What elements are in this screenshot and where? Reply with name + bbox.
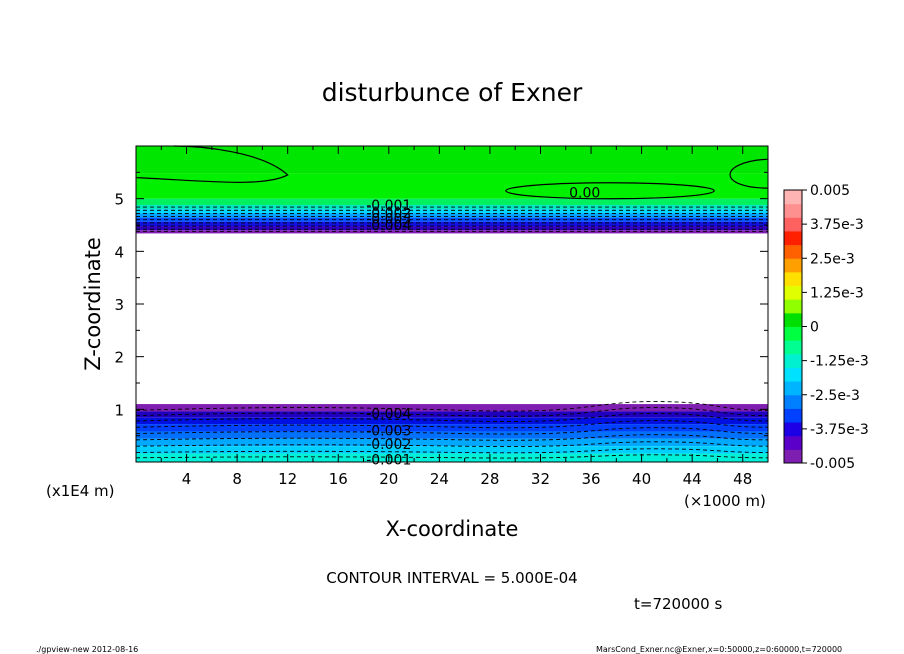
x-tick-label: 24	[430, 470, 449, 488]
colorbar-swatch	[784, 326, 802, 341]
colorbar-swatch	[784, 408, 802, 423]
field-band	[136, 221, 768, 227]
colorbar-label: 2.5e-3	[810, 251, 855, 267]
plot-field: 0.00-0.001-0.002-0.003-0.004-0.004-0.003…	[135, 145, 769, 468]
colorbar-swatch	[784, 312, 802, 327]
x-tick-label: 36	[581, 470, 600, 488]
time-label: t=720000 s	[634, 595, 722, 613]
colorbar-swatch	[784, 217, 802, 232]
contour-line	[505, 182, 715, 200]
field-band	[136, 230, 768, 234]
contour-line	[729, 158, 769, 189]
footer-right: MarsCond_Exner.nc@Exner,x=0:50000,z=0:60…	[596, 645, 842, 654]
colorbar: 0.005 3.75e-3 2.5e-3 1.25e-3 0 -1.25e-3 -2.5e-…	[783, 183, 869, 472]
y-axis-unit: (x1E4 m)	[46, 482, 115, 500]
field-band	[136, 411, 768, 418]
colorbar-label: 0	[810, 320, 819, 336]
y-axis-label: Z-coordinate	[81, 237, 105, 371]
contour-line	[135, 145, 289, 183]
contour-label: -0.003	[366, 423, 411, 439]
x-tick-label: 32	[531, 470, 550, 488]
field-band	[136, 226, 768, 231]
x-axis-label: X-coordinate	[386, 517, 519, 541]
field-band	[136, 446, 768, 454]
chart-title: disturbunce of Exner	[322, 78, 583, 107]
colorbar-label: 1.25e-3	[810, 285, 864, 301]
colorbar-label: -0.005	[810, 456, 855, 472]
field-band	[136, 213, 768, 218]
contour-line	[135, 454, 769, 459]
contour-interval: CONTOUR INTERVAL = 5.000E-04	[326, 569, 577, 587]
x-tick-label: 44	[683, 470, 702, 488]
field-band	[136, 404, 768, 412]
contour-line	[135, 434, 769, 441]
x-axis-unit: (×1000 m)	[684, 492, 766, 510]
colorbar-swatch	[784, 435, 802, 450]
contour-label: -0.001	[366, 198, 411, 214]
contour-line	[135, 401, 769, 412]
colorbar-swatch	[784, 340, 802, 355]
contour-label: -0.003	[366, 212, 411, 228]
contour-label: -0.004	[366, 218, 411, 234]
field-band	[136, 173, 768, 199]
y-tick-label: 5	[114, 191, 124, 209]
field-band	[136, 438, 768, 447]
colorbar-swatch	[784, 422, 802, 437]
footer-left: ./gpview-new 2012-08-16	[36, 645, 138, 654]
y-tick-label: 2	[114, 349, 124, 367]
colorbar-label: -1.25e-3	[810, 354, 869, 370]
y-tick-label: 4	[114, 243, 124, 261]
contour-line	[135, 448, 769, 454]
field-band	[136, 146, 768, 174]
colorbar-swatch	[784, 367, 802, 382]
colorbar-swatch	[784, 394, 802, 409]
x-tick-label: 12	[278, 470, 297, 488]
colorbar-swatch	[784, 230, 802, 246]
x-tick-label: 16	[329, 470, 348, 488]
colorbar-label: -2.5e-3	[810, 388, 860, 404]
colorbar-swatch	[784, 353, 802, 368]
colorbar-swatch	[784, 203, 802, 218]
field-band	[136, 424, 768, 432]
colorbar-swatch	[784, 299, 802, 314]
contour-label: -0.002	[366, 437, 411, 453]
x-tick-label: 8	[232, 470, 242, 488]
colorbar-label: -3.75e-3	[810, 422, 869, 438]
colorbar-label: 3.75e-3	[810, 217, 864, 233]
colorbar-swatch	[784, 285, 802, 300]
x-tick-label: 4	[182, 470, 192, 488]
contour-line	[135, 420, 769, 429]
colorbar-swatch	[784, 271, 802, 287]
x-tick-label: 28	[480, 470, 499, 488]
field-band	[136, 431, 768, 439]
contour-line	[135, 407, 769, 417]
contour-label: -0.002	[366, 206, 411, 222]
field-band	[136, 209, 768, 214]
y-tick-label: 3	[114, 296, 124, 314]
field-band	[136, 198, 768, 205]
contour-line	[135, 441, 769, 448]
colorbar-swatch	[784, 449, 802, 464]
y-tick-label: 1	[114, 401, 124, 419]
colorbar-swatch	[784, 381, 802, 396]
contour-label: 0.00	[569, 185, 600, 201]
x-tick-label: 48	[733, 470, 752, 488]
contour-line	[135, 413, 769, 422]
colorbar-swatch	[784, 244, 802, 259]
contour-label: -0.004	[366, 407, 411, 423]
colorbar-swatch	[784, 190, 802, 205]
x-tick-label: 40	[632, 470, 651, 488]
colorbar-swatch	[784, 258, 802, 273]
colorbar-label: 0.005	[810, 183, 850, 199]
x-tick-label: 20	[379, 470, 398, 488]
contour-line	[135, 427, 769, 435]
